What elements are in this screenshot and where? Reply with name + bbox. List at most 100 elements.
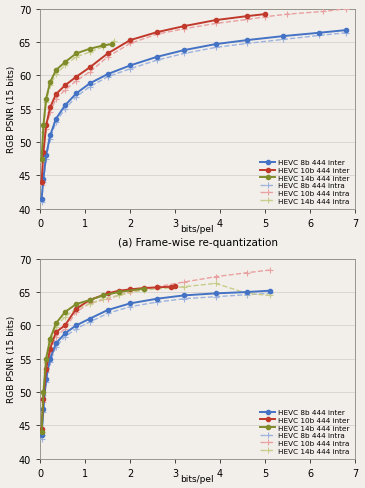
HEVC 8b 444 intra — [41, 409, 46, 415]
HEVC 10b 444 inter — [214, 18, 218, 24]
HEVC 10b 444 inter — [41, 150, 46, 156]
HEVC 14b 444 inter — [48, 80, 52, 86]
HEVC 10b 444 inter — [245, 14, 249, 20]
Line: HEVC 14b 444 intra: HEVC 14b 444 intra — [39, 39, 117, 165]
HEVC 10b 444 intra — [88, 70, 92, 76]
HEVC 8b 444 inter — [44, 376, 48, 382]
HEVC 8b 444 inter — [74, 91, 78, 97]
HEVC 10b 444 intra — [44, 369, 48, 375]
HEVC 10b 444 intra — [39, 183, 44, 189]
HEVC 14b 444 intra — [74, 306, 78, 312]
HEVC 8b 444 intra — [54, 120, 58, 126]
HEVC 8b 444 inter — [88, 81, 92, 87]
HEVC 14b 444 intra — [101, 296, 105, 302]
HEVC 8b 444 inter — [317, 31, 321, 37]
HEVC 14b 444 intra — [142, 287, 146, 293]
HEVC 10b 444 intra — [54, 97, 58, 102]
HEVC 10b 444 inter — [263, 12, 267, 18]
HEVC 14b 444 intra — [182, 284, 186, 290]
HEVC 14b 444 inter — [117, 289, 121, 295]
HEVC 14b 444 inter — [41, 123, 46, 129]
HEVC 8b 444 intra — [54, 344, 58, 350]
HEVC 14b 444 intra — [39, 432, 44, 438]
HEVC 14b 444 intra — [39, 160, 44, 165]
Line: HEVC 14b 444 inter: HEVC 14b 444 inter — [39, 287, 146, 434]
Y-axis label: RGB PSNR (15 bits): RGB PSNR (15 bits) — [7, 66, 16, 153]
HEVC 14b 444 inter — [88, 47, 92, 53]
HEVC 10b 444 intra — [74, 79, 78, 84]
HEVC 10b 444 inter — [54, 329, 58, 335]
HEVC 14b 444 intra — [74, 55, 78, 61]
HEVC 8b 444 intra — [267, 291, 272, 297]
Line: HEVC 10b 444 inter: HEVC 10b 444 inter — [39, 285, 177, 431]
HEVC 8b 444 inter — [44, 153, 48, 159]
HEVC 10b 444 inter — [48, 105, 52, 111]
Line: HEVC 8b 444 inter: HEVC 8b 444 inter — [39, 29, 348, 202]
HEVC 10b 444 intra — [245, 18, 249, 23]
HEVC 14b 444 inter — [39, 429, 44, 435]
Text: bits/pel: bits/pel — [181, 474, 214, 483]
HEVC 14b 444 inter — [63, 309, 67, 315]
HEVC 8b 444 inter — [182, 293, 186, 299]
HEVC 8b 444 intra — [63, 106, 67, 112]
HEVC 8b 444 intra — [182, 296, 186, 302]
HEVC 10b 444 inter — [155, 285, 159, 291]
HEVC 10b 444 intra — [105, 296, 110, 302]
Line: HEVC 10b 444 intra: HEVC 10b 444 intra — [39, 268, 272, 435]
HEVC 14b 444 intra — [41, 393, 46, 399]
HEVC 14b 444 inter — [142, 286, 146, 292]
Line: HEVC 10b 444 inter: HEVC 10b 444 inter — [39, 13, 267, 185]
HEVC 10b 444 inter — [88, 65, 92, 71]
HEVC 8b 444 intra — [155, 58, 159, 64]
HEVC 14b 444 intra — [112, 39, 116, 44]
Legend: HEVC 8b 444 inter, HEVC 10b 444 inter, HEVC 14b 444 inter, HEVC 8b 444 intra, HE: HEVC 8b 444 inter, HEVC 10b 444 inter, H… — [257, 407, 353, 457]
HEVC 14b 444 intra — [48, 339, 52, 345]
HEVC 10b 444 inter — [54, 92, 58, 98]
HEVC 8b 444 inter — [74, 323, 78, 328]
HEVC 10b 444 inter — [128, 38, 132, 44]
HEVC 10b 444 intra — [128, 289, 132, 295]
HEVC 10b 444 inter — [63, 83, 67, 89]
Y-axis label: RGB PSNR (15 bits): RGB PSNR (15 bits) — [7, 315, 16, 403]
HEVC 10b 444 inter — [173, 284, 177, 289]
HEVC 8b 444 intra — [155, 300, 159, 305]
HEVC 10b 444 intra — [285, 12, 290, 18]
HEVC 14b 444 intra — [41, 130, 46, 136]
HEVC 10b 444 intra — [321, 9, 326, 15]
HEVC 14b 444 intra — [214, 281, 218, 287]
HEVC 14b 444 inter — [41, 389, 46, 395]
HEVC 8b 444 intra — [48, 137, 52, 142]
HEVC 14b 444 inter — [74, 302, 78, 307]
HEVC 8b 444 intra — [128, 67, 132, 73]
HEVC 14b 444 inter — [88, 298, 92, 304]
HEVC 14b 444 intra — [101, 45, 105, 51]
HEVC 10b 444 intra — [88, 301, 92, 306]
HEVC 8b 444 intra — [41, 180, 46, 185]
HEVC 8b 444 inter — [54, 117, 58, 122]
HEVC 10b 444 intra — [41, 399, 46, 405]
HEVC 8b 444 intra — [214, 45, 218, 51]
HEVC 8b 444 inter — [41, 406, 46, 412]
HEVC 14b 444 intra — [44, 359, 48, 365]
HEVC 14b 444 intra — [88, 302, 92, 307]
HEVC 8b 444 inter — [281, 34, 285, 40]
HEVC 8b 444 inter — [54, 341, 58, 346]
HEVC 10b 444 intra — [182, 27, 186, 33]
HEVC 10b 444 inter — [128, 287, 132, 293]
HEVC 8b 444 intra — [63, 334, 67, 340]
HEVC 8b 444 intra — [245, 292, 249, 298]
HEVC 8b 444 intra — [105, 75, 110, 81]
HEVC 14b 444 intra — [63, 314, 67, 320]
HEVC 10b 444 inter — [39, 426, 44, 432]
HEVC 10b 444 intra — [182, 280, 186, 285]
HEVC 10b 444 intra — [105, 55, 110, 61]
HEVC 8b 444 inter — [88, 316, 92, 322]
HEVC 10b 444 inter — [44, 366, 48, 372]
HEVC 8b 444 intra — [39, 436, 44, 442]
HEVC 14b 444 inter — [39, 157, 44, 163]
HEVC 8b 444 intra — [344, 31, 348, 37]
HEVC 10b 444 inter — [39, 180, 44, 185]
HEVC 8b 444 inter — [63, 331, 67, 337]
HEVC 14b 444 inter — [63, 60, 67, 66]
HEVC 8b 444 inter — [155, 55, 159, 61]
